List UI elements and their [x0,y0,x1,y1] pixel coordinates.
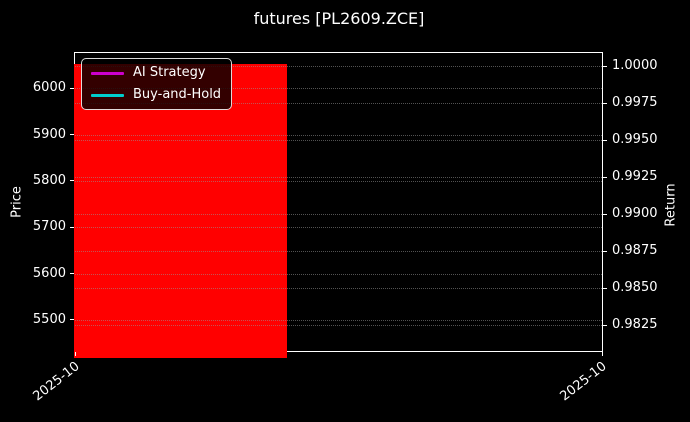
chart-title: futures [PL2609.ZCE] [253,9,425,28]
return-tick-label: 0.9900 [612,206,658,222]
return-tick-mark [603,176,607,178]
gridline-price-5800 [75,180,602,182]
price-tick-mark [70,273,74,275]
return-tick-label: 0.9975 [612,95,658,111]
price-tick-label: 6000 [32,80,66,96]
plot-area: AI Strategy Buy-and-Hold [74,52,603,358]
gridline-price-6000 [75,88,602,90]
legend: AI Strategy Buy-and-Hold [81,58,233,110]
return-tick-mark [603,324,607,326]
gridline-return-0.985 [75,288,602,290]
price-tick-mark [70,134,74,136]
x-tick-label: 2025-10 [30,359,83,405]
y-axis-title-price: Price [9,186,25,218]
price-tick-label: 5700 [32,219,66,235]
price-tick-mark [70,87,74,89]
price-tick-label: 5500 [32,311,66,327]
return-tick-label: 0.9950 [612,132,658,148]
price-tick-mark [70,180,74,182]
gridline-return-0.99 [75,214,602,216]
return-tick-mark [603,287,607,289]
legend-label: AI Strategy [133,65,206,80]
x-tick-label: 2025-10 [557,359,610,405]
legend-item-ai-strategy: AI Strategy [91,65,221,81]
gridline-price-5700 [75,227,602,229]
gridline-return-0.9975 [75,103,602,105]
return-tick-mark [603,213,607,215]
return-tick-mark [603,65,607,67]
return-tick-mark [603,250,607,252]
red-area-series [74,64,287,358]
legend-label: Buy-and-Hold [133,87,222,102]
gridline-price-5600 [75,273,602,275]
gridline-return-0.9875 [75,251,602,253]
price-tick-mark [70,226,74,228]
return-tick-label: 0.9825 [612,317,658,333]
return-tick-label: 0.9925 [612,169,658,185]
gridline-return-0.9925 [75,177,602,179]
return-tick-label: 0.9850 [612,280,658,296]
buy-and-hold-line-sample-icon [91,93,124,97]
legend-item-buy-and-hold: Buy-and-Hold [91,87,221,103]
return-tick-label: 1.0000 [612,58,658,74]
x-tick-mark [601,352,603,356]
price-tick-mark [70,319,74,321]
ai-strategy-line-sample-icon [91,71,124,75]
return-tick-label: 0.9875 [612,243,658,259]
gridline-return-1 [75,66,602,68]
return-tick-mark [603,139,607,141]
price-tick-label: 5800 [32,172,66,188]
price-tick-label: 5900 [32,126,66,142]
return-tick-mark [603,102,607,104]
gridline-return-0.9825 [75,325,602,327]
gridline-return-0.995 [75,140,602,142]
price-tick-label: 5600 [32,265,66,281]
gridline-price-5900 [75,134,602,136]
gridline-price-5500 [75,319,602,321]
x-tick-mark [74,352,76,356]
y-axis-title-return: Return [663,183,679,227]
